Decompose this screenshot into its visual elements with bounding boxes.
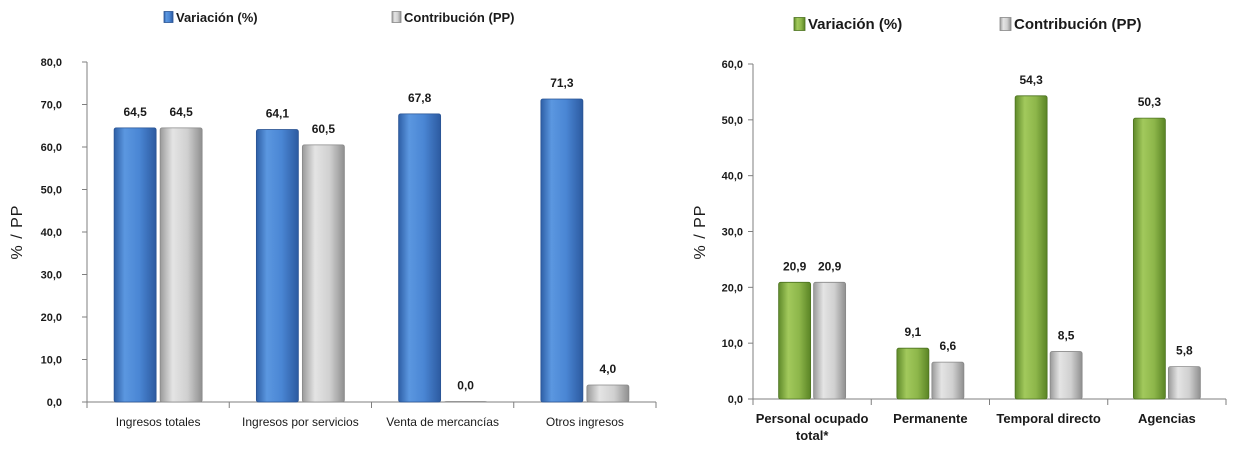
data-label: 6,6 [940, 339, 957, 353]
x-category-label: Otros ingresos [546, 415, 624, 429]
y-tick-label: 40,0 [41, 227, 62, 239]
y-tick-label: 50,0 [722, 115, 743, 127]
x-category-label: Permanente [893, 411, 967, 426]
bar-contribucion [813, 281, 847, 400]
bar-variacion [896, 347, 930, 400]
data-label: 50,3 [1138, 95, 1162, 109]
bar-contribucion [159, 127, 203, 403]
data-label: 71,3 [550, 76, 574, 90]
y-tick-label: 10,0 [41, 355, 62, 367]
legend-swatch [999, 17, 1012, 31]
bar-contribucion [444, 401, 488, 403]
legend-label: Variación (%) [808, 16, 902, 33]
bar-contribucion [1049, 351, 1083, 400]
x-category-label: Ingresos por servicios [242, 415, 359, 429]
bar-variacion [540, 98, 584, 403]
y-tick-label: 80,0 [41, 57, 62, 69]
y-tick-label: 0,0 [728, 394, 743, 406]
data-label: 67,8 [408, 91, 432, 105]
legend-swatch [163, 11, 174, 23]
y-axis-title: % / PP [692, 205, 709, 260]
bar-contribucion [931, 361, 965, 400]
y-tick-label: 20,0 [722, 282, 743, 294]
y-tick-label: 40,0 [722, 171, 743, 183]
bar-variacion [778, 281, 812, 400]
bar-variacion [1132, 117, 1166, 400]
bar-variacion [113, 127, 157, 403]
legend-label: Contribución (PP) [404, 10, 515, 25]
y-tick-label: 60,0 [722, 59, 743, 71]
data-label: 20,9 [818, 259, 842, 273]
bar-variacion [255, 129, 299, 403]
data-label: 64,5 [123, 105, 147, 119]
y-tick-label: 60,0 [41, 142, 62, 154]
legend-label: Contribución (PP) [1014, 16, 1142, 33]
chart-personal-ocupado: 0,0 10,0 20,0 30,0 40,0 50,0 60,0 % / PP Persona… [692, 16, 1227, 443]
data-label: 5,8 [1176, 344, 1193, 358]
x-category-label: Venta de mercancías [386, 415, 499, 429]
x-category-label: Agencias [1138, 411, 1196, 426]
y-axis-title: % / PP [9, 205, 26, 260]
y-tick-label: 50,0 [41, 185, 62, 197]
legend-label: Variación (%) [176, 10, 258, 25]
bar-variacion [398, 113, 442, 403]
x-category-label: Personal ocupado total* [756, 411, 869, 443]
data-label: 9,1 [905, 325, 922, 339]
y-tick-label: 0,0 [47, 397, 62, 409]
bar-contribucion [1167, 366, 1201, 400]
bar-variacion [1014, 95, 1048, 400]
data-label: 64,1 [266, 107, 290, 121]
chart-ingresos: 0,0 10,0 20,0 30,0 40,0 50,0 60,0 70,0 80,0 % / P… [9, 10, 657, 429]
y-tick-label: 30,0 [722, 227, 743, 239]
legend-swatch [793, 17, 806, 31]
data-label: 20,9 [783, 259, 807, 273]
bar-contribucion [586, 384, 630, 403]
y-tick-label: 70,0 [41, 100, 62, 112]
legend-swatch [391, 11, 402, 23]
y-tick-label: 10,0 [722, 338, 743, 350]
data-label: 54,3 [1019, 73, 1043, 87]
data-label: 0,0 [457, 379, 474, 393]
data-label: 64,5 [169, 105, 193, 119]
x-category-label: Ingresos totales [116, 415, 201, 429]
data-label: 4,0 [600, 362, 617, 376]
y-tick-label: 30,0 [41, 270, 62, 282]
bar-contribucion [301, 144, 345, 403]
data-label: 60,5 [312, 122, 336, 136]
y-tick-label: 20,0 [41, 312, 62, 324]
data-label: 8,5 [1058, 329, 1075, 343]
x-category-label: Temporal directo [996, 411, 1101, 426]
